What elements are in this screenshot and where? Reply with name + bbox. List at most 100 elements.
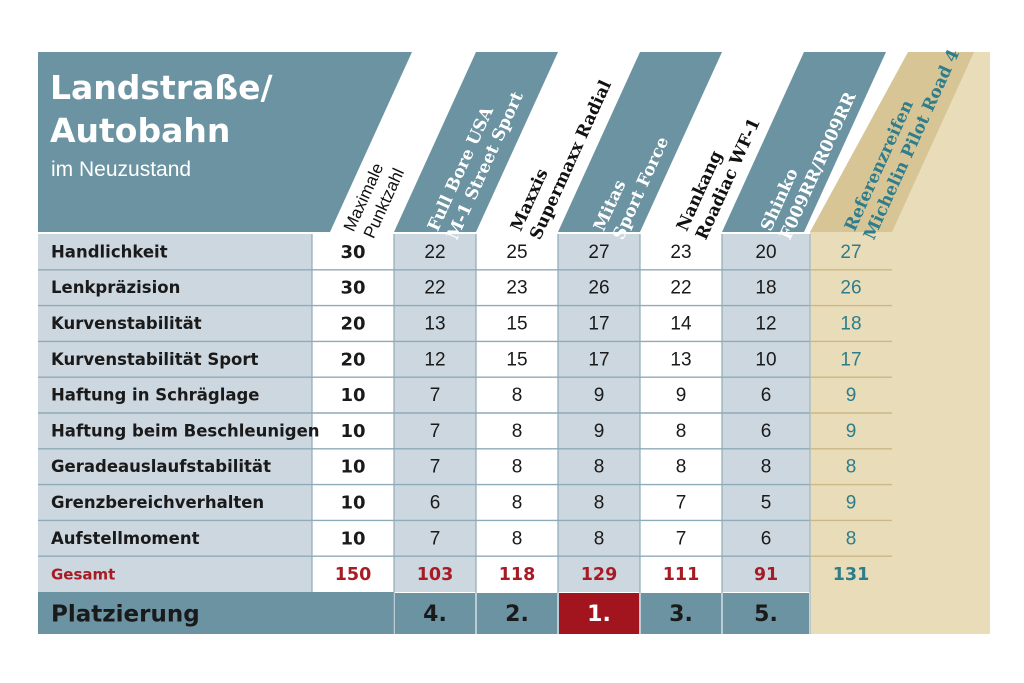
score-value: 20 (340, 314, 365, 335)
cell-bg (558, 234, 640, 270)
score-value: 23 (670, 242, 691, 263)
cell-bg (394, 448, 476, 485)
score-value: 17 (588, 314, 609, 335)
cell-bg (722, 341, 810, 378)
cell-bg (640, 234, 722, 270)
score-value: 8 (512, 493, 523, 514)
score-value: 13 (670, 349, 691, 370)
ranking-reference-bg (810, 592, 892, 634)
score-value: 20 (755, 242, 776, 263)
cell-bg (476, 413, 558, 449)
ranking-value: 5. (754, 602, 778, 627)
cell-bg (476, 520, 558, 557)
row-label: Lenkpräzision (51, 278, 180, 297)
cell-bg (476, 448, 558, 485)
ranking-bg (723, 593, 809, 634)
cell-bg (394, 413, 476, 449)
cell-bg (312, 413, 394, 449)
score-value: 20 (340, 349, 365, 370)
row-label-bg (38, 448, 312, 485)
cell-bg (476, 377, 558, 413)
ranking-value: 1. (587, 602, 611, 627)
row-label: Aufstellmoment (51, 529, 200, 548)
total-value: 150 (335, 565, 372, 585)
score-value: 6 (430, 493, 441, 514)
cell-bg (312, 305, 394, 342)
score-value: 8 (512, 528, 523, 549)
score-value: 9 (594, 385, 605, 406)
score-value: 9 (676, 385, 687, 406)
score-value: 18 (840, 314, 861, 335)
ranking-bg (395, 593, 475, 634)
row-label: Geradeauslaufstabilität (51, 457, 271, 476)
score-value: 7 (430, 457, 441, 478)
score-value: 8 (512, 421, 523, 442)
row-label-bg (38, 484, 312, 521)
header-col-5 (722, 52, 886, 232)
score-value: 27 (840, 242, 861, 263)
row-label-bg (38, 234, 312, 270)
ranking-label: Platzierung (51, 602, 200, 628)
page-subtitle: im Neuzustand (51, 158, 192, 181)
total-value: 131 (833, 565, 870, 585)
score-value: 30 (340, 242, 365, 263)
cell-bg (394, 377, 476, 413)
ranking-bg (641, 593, 721, 634)
cell-bg (722, 305, 810, 342)
cell-bg (640, 305, 722, 342)
row-label: Handlichkeit (51, 242, 168, 261)
score-value: 22 (424, 242, 445, 263)
score-value: 6 (761, 385, 772, 406)
cell-bg (722, 484, 810, 521)
cell-bg (312, 341, 394, 378)
cell-bg (722, 448, 810, 485)
score-value: 15 (506, 314, 527, 335)
score-value: 25 (506, 242, 527, 263)
row-label-bg (38, 269, 312, 306)
score-value: 8 (676, 421, 687, 442)
score-value: 8 (594, 457, 605, 478)
gold-header-column (810, 52, 974, 232)
score-value: 23 (506, 278, 527, 299)
cell-bg (558, 377, 640, 413)
cell-bg (722, 520, 810, 557)
header-shapes (38, 52, 886, 232)
cell-bg (312, 484, 394, 521)
row-label-bg (38, 305, 312, 342)
cell-bg (476, 269, 558, 306)
grid-lines (38, 234, 892, 634)
score-value: 30 (340, 278, 365, 299)
cell-bg (722, 413, 810, 449)
row-label: Grenzbereichverhalten (51, 493, 264, 512)
cell-bg (394, 520, 476, 557)
score-value: 7 (430, 385, 441, 406)
score-value: 6 (761, 421, 772, 442)
cell-bg (558, 269, 640, 306)
cell-bg (394, 269, 476, 306)
total-value: 91 (754, 565, 778, 585)
cell-bg (476, 341, 558, 378)
cell-bg (558, 484, 640, 521)
cell-bg (640, 413, 722, 449)
score-value: 7 (676, 528, 687, 549)
score-value: 15 (506, 349, 527, 370)
cell-bg (558, 556, 640, 592)
score-value: 8 (512, 385, 523, 406)
cell-bg (476, 234, 558, 270)
cell-bg (558, 341, 640, 378)
score-value: 7 (430, 421, 441, 442)
cell-bg (312, 448, 394, 485)
score-value: 8 (512, 457, 523, 478)
total-label: Gesamt (51, 566, 115, 584)
score-value: 26 (840, 278, 861, 299)
cell-bg (312, 234, 394, 270)
title-block (38, 52, 412, 232)
total-value: 111 (663, 565, 700, 585)
cell-bg (640, 556, 722, 592)
row-label: Haftung beim Beschleunigen (51, 421, 320, 440)
score-value: 26 (588, 278, 609, 299)
score-value: 8 (594, 528, 605, 549)
cell-bg (312, 377, 394, 413)
score-value: 7 (430, 528, 441, 549)
cell-bg (558, 448, 640, 485)
